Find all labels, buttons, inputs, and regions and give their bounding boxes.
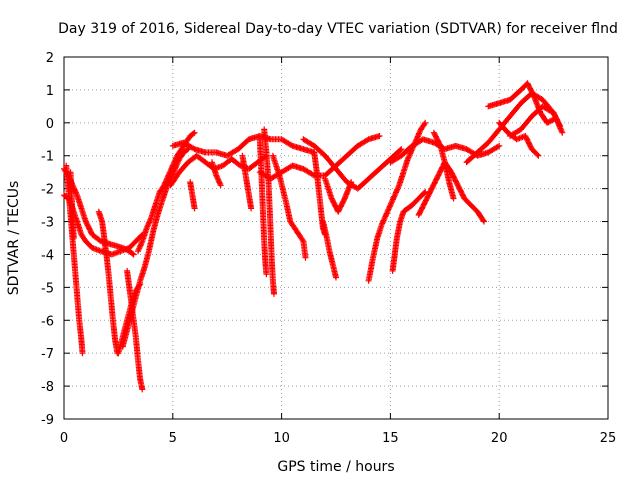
chart-title: Day 319 of 2016, Sidereal Day-to-day VTE… — [58, 21, 618, 37]
series-trace-17 — [269, 152, 309, 261]
x-tick-labels: 0 5 10 15 20 25 — [60, 431, 616, 446]
y-tick-label: -1 — [41, 150, 54, 165]
series-trace-22 — [322, 175, 355, 215]
series-trace-14 — [239, 152, 255, 212]
series-trace-19 — [311, 149, 329, 238]
y-tick-labels: -9 -8 -7 -6 -5 -4 -3 -2 -1 0 1 2 — [41, 51, 54, 428]
x-tick-label: 15 — [382, 431, 399, 446]
series-trace-16 — [261, 126, 277, 297]
plot-frame — [63, 56, 609, 420]
y-tick-label: -4 — [41, 248, 54, 263]
y-tick-label: -2 — [41, 183, 54, 198]
series-trace-21 — [300, 136, 405, 192]
series-trace-4 — [67, 169, 77, 241]
series-trace-13 — [209, 159, 224, 189]
series-trace-5 — [95, 208, 121, 357]
y-axis-label: SDTVAR / TECUs — [6, 181, 22, 296]
series-trace-11 — [187, 179, 198, 212]
series-trace-28 — [463, 90, 566, 166]
x-tick-label: 10 — [273, 431, 290, 446]
series-trace-31 — [507, 103, 564, 139]
y-tick-label: -8 — [41, 380, 54, 395]
y-tick-label: 0 — [46, 117, 54, 132]
series-trace-27 — [430, 129, 457, 202]
series-trace-30 — [496, 119, 542, 159]
series-trace-20 — [319, 218, 339, 281]
series-trace-23 — [365, 119, 429, 284]
x-tick-label: 5 — [169, 431, 177, 446]
x-axis-label: GPS time / hours — [277, 459, 394, 475]
series-trace-24 — [389, 188, 429, 274]
x-tick-label: 25 — [600, 431, 617, 446]
y-tick-label: -6 — [41, 314, 54, 329]
y-tick-label: 2 — [46, 51, 54, 66]
y-tick-label: -5 — [41, 281, 54, 296]
data-marks — [61, 80, 566, 393]
y-tick-label: 1 — [46, 84, 54, 99]
series-trace-8 — [124, 267, 146, 393]
y-tick-label: -3 — [41, 216, 54, 231]
axis-ticks — [63, 56, 609, 420]
y-tick-label: -9 — [41, 413, 54, 428]
series-trace-15 — [256, 136, 270, 278]
grid — [64, 57, 608, 419]
y-tick-label: -7 — [41, 347, 54, 362]
x-tick-label: 20 — [491, 431, 508, 446]
x-tick-label: 0 — [60, 431, 68, 446]
series-trace-7 — [119, 146, 191, 350]
